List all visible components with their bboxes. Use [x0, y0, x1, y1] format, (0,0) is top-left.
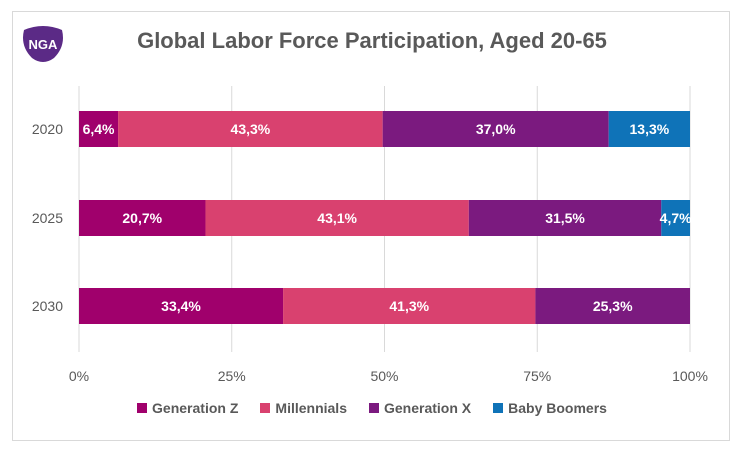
x-tick-label: 75%: [523, 368, 551, 384]
data-label: 33,4%: [161, 298, 201, 314]
bar-segment: [79, 288, 284, 324]
bar-segment: [535, 288, 690, 324]
data-label: 43,1%: [317, 210, 357, 226]
bar-segment: [79, 200, 206, 236]
legend-label: Generation X: [383, 400, 472, 416]
logo-shape: [23, 26, 63, 62]
bar-segment: [468, 200, 662, 236]
y-tick-label: 2020: [32, 121, 63, 137]
bar-segment: [79, 111, 119, 147]
x-tick-label: 100%: [672, 368, 708, 384]
chart-title: Global Labor Force Participation, Aged 2…: [137, 28, 607, 53]
legend-swatch: [137, 403, 148, 413]
bar-segment: [608, 111, 690, 147]
legend-item: Millennials: [260, 400, 347, 416]
y-tick-label: 2030: [32, 298, 63, 314]
legend-item: Baby Boomers: [493, 400, 607, 416]
bar-segment: [205, 200, 469, 236]
x-tick-label: 0%: [69, 368, 89, 384]
legend-label: Generation Z: [152, 400, 239, 416]
data-label: 41,3%: [389, 298, 429, 314]
legend-swatch: [260, 403, 271, 413]
legend-label: Millennials: [275, 400, 347, 416]
data-label: 20,7%: [122, 210, 162, 226]
bar-segment: [118, 111, 383, 147]
data-label: 25,3%: [593, 298, 633, 314]
legend-swatch: [368, 403, 379, 413]
data-label: 43,3%: [231, 121, 271, 137]
data-label: 37,0%: [476, 121, 516, 137]
legend-swatch: [493, 403, 504, 413]
chart-legend: Generation Z Millennials Generation X Baby …: [0, 400, 744, 416]
y-tick-label: 2025: [32, 210, 63, 226]
bar-segment: [283, 288, 536, 324]
legend-label: Baby Boomers: [508, 400, 607, 416]
data-label: 13,3%: [630, 121, 670, 137]
data-label: 31,5%: [545, 210, 585, 226]
x-tick-label: 25%: [218, 368, 246, 384]
bar-segment: [661, 200, 690, 236]
legend-item: Generation X: [368, 400, 472, 416]
x-tick-label: 50%: [370, 368, 398, 384]
legend-item: Generation Z: [137, 400, 238, 416]
nga-logo: NGA: [23, 26, 63, 62]
data-label: 6,4%: [83, 121, 115, 137]
logo-text: NGA: [29, 37, 59, 52]
bar-segment: [382, 111, 609, 147]
data-label: 4,7%: [660, 210, 692, 226]
